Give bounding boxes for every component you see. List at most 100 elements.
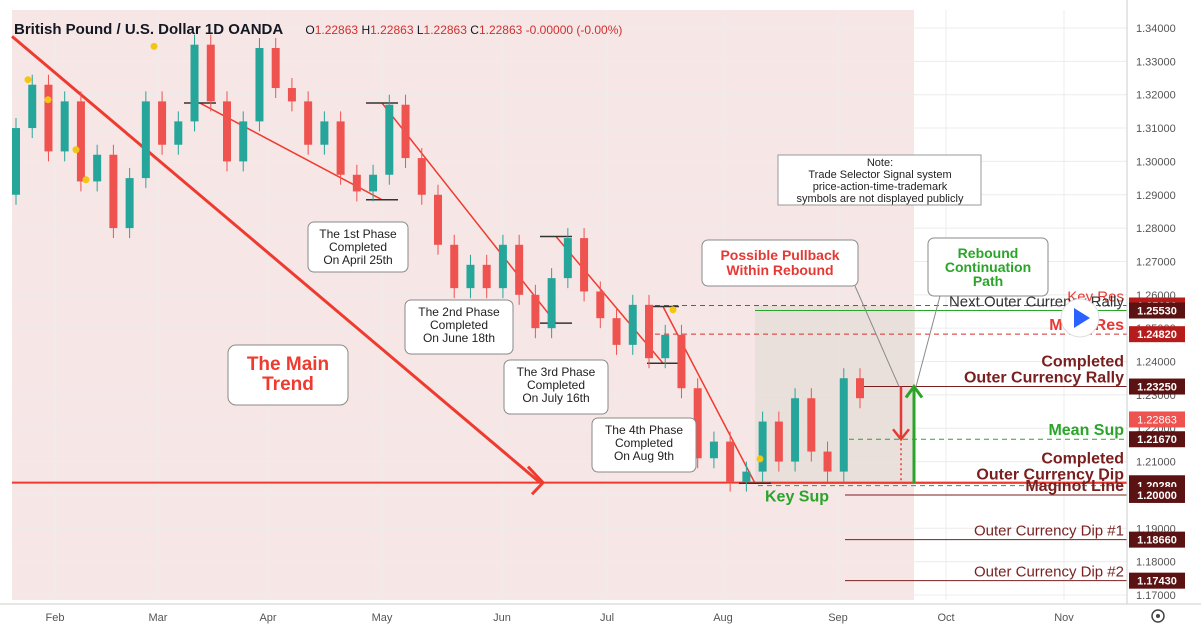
signal-dot [44, 96, 52, 104]
candle-body [856, 378, 864, 399]
open-value: 1.22863 [314, 23, 359, 37]
rebound-text-line: Continuation [945, 259, 1031, 275]
x-tick-label: Aug [713, 612, 733, 624]
y-tick-label: 1.17000 [1136, 590, 1176, 602]
rebound-pointer [915, 295, 941, 387]
level-label: Maginot Line [1025, 478, 1124, 495]
low-label: L [416, 23, 424, 37]
candle-body [206, 44, 215, 102]
phase-callout-text-line: Completed [615, 436, 673, 450]
candle-body [255, 48, 264, 122]
pullback-pointer [854, 285, 900, 387]
candle-body [44, 84, 53, 152]
main-trend-callout [227, 344, 349, 406]
level-value-text: 1.21670 [1137, 434, 1177, 446]
phase-callout-text-line: On April 25th [323, 253, 392, 267]
phase-line [381, 102, 557, 324]
level-value-text: 1.23250 [1137, 382, 1177, 394]
level-label-line: Outer Currency Dip [976, 466, 1124, 483]
note-box [777, 154, 982, 206]
phase-callout-text-line: On Aug 9th [614, 449, 674, 463]
candle-body [141, 101, 150, 179]
candle-body [742, 471, 751, 482]
level-value-badge [1129, 431, 1185, 448]
x-tick-label: Feb [46, 612, 65, 624]
level-label-line: Next Outer Currency Rally [949, 293, 1125, 310]
candle-body [450, 244, 459, 289]
main-trend-line [11, 35, 541, 484]
change-value: -0.00000 (-0.00%) [525, 23, 623, 37]
candle-body [563, 238, 572, 279]
close-label: C [470, 23, 479, 37]
candle-body [158, 101, 167, 145]
candle-body [239, 121, 248, 162]
candle-body [385, 104, 394, 175]
candle-body [515, 244, 524, 295]
candle-body [531, 294, 540, 329]
candle-body [547, 278, 556, 329]
level-label-line: Mean Sup [1048, 422, 1124, 439]
level-label: Outer Currency Dip #1 [974, 523, 1124, 540]
candle-body [304, 101, 313, 145]
close-value: 1.22863 [478, 23, 523, 37]
phase-callout-text-line: The 4th Phase [605, 423, 683, 437]
play-icon [1074, 308, 1090, 328]
level-value-badge [1129, 326, 1185, 343]
candle-body [12, 128, 20, 195]
y-tick-label: 1.27000 [1136, 256, 1176, 268]
y-tick-label: 1.29000 [1136, 190, 1176, 202]
candle-body [661, 334, 670, 359]
pullback-arrowhead [892, 428, 910, 442]
candle-body [223, 101, 231, 162]
low-value: 1.22863 [423, 23, 467, 37]
candle-body [612, 318, 621, 345]
phase-callout-text-line: The 3rd Phase [517, 365, 596, 379]
candle-body [369, 174, 378, 192]
level-value-text: 1.20000 [1137, 490, 1177, 502]
phase-callout [404, 299, 514, 355]
candle-body [677, 334, 686, 389]
level-label-line: Outer Currency Dip #2 [974, 564, 1124, 581]
note-text-line: Note: [867, 157, 893, 169]
candle-body [807, 398, 816, 452]
candle-body [758, 421, 767, 472]
time-axis-bg [0, 604, 1201, 636]
symbol-title[interactable]: British Pound / U.S. Dollar 1D OANDA [14, 21, 284, 38]
candle-body [287, 88, 296, 102]
gear-icon[interactable] [1151, 609, 1165, 623]
x-tick-label: May [372, 612, 393, 624]
level-label: Key Sup [765, 489, 829, 506]
x-tick-label: Mar [149, 612, 168, 624]
level-value-text: 1.24820 [1137, 329, 1177, 341]
level-value-badge [1129, 531, 1185, 548]
candle-body [839, 378, 848, 472]
candle-body [60, 101, 69, 152]
main-trend-text-line: The Main [247, 354, 329, 375]
level-value-badge [1129, 302, 1185, 319]
candle-body [498, 244, 507, 289]
level-value-badge [1129, 486, 1185, 503]
note-text: Note:Trade Selector Signal systemprice-a… [797, 157, 964, 205]
y-tick-label: 1.28000 [1136, 223, 1176, 235]
pullback-text-line: Within Rebound [726, 262, 833, 278]
signal-dot [72, 146, 80, 154]
candle-body [596, 291, 605, 319]
pullback-text-line: Possible Pullback [720, 247, 839, 263]
open-label: O [305, 23, 315, 37]
x-tick-label: Oct [937, 612, 954, 624]
candle-body [580, 238, 589, 292]
candle-body [190, 44, 199, 122]
x-tick-label: Nov [1054, 612, 1074, 624]
signal-dot [82, 176, 90, 184]
phase-callout [591, 417, 697, 473]
x-tick-label: Sep [828, 612, 848, 624]
high-label: H [361, 23, 371, 37]
